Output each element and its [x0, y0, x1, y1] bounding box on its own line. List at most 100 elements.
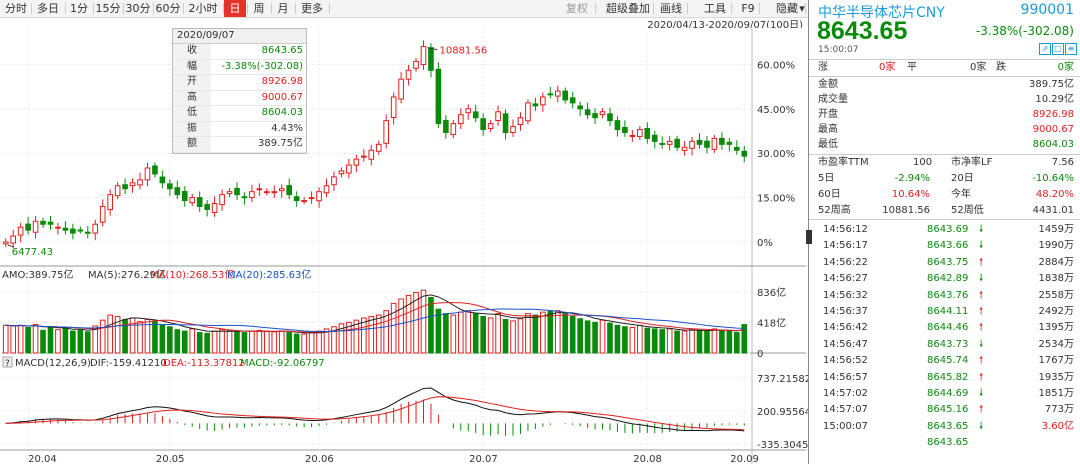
candle-body[interactable] — [122, 184, 128, 190]
candle-body[interactable] — [704, 140, 710, 148]
candle-body[interactable] — [711, 137, 718, 150]
candle-body[interactable] — [92, 223, 99, 234]
candle-body[interactable] — [637, 129, 643, 137]
candle-body[interactable] — [308, 197, 315, 200]
candle-body[interactable] — [159, 176, 166, 184]
candle-body[interactable] — [644, 127, 651, 139]
tool-1[interactable]: 超级叠加 — [606, 2, 650, 15]
candle-body[interactable] — [167, 183, 173, 190]
candle-body[interactable] — [465, 108, 472, 114]
candle-body[interactable] — [517, 117, 524, 125]
period-4[interactable]: 30分 — [125, 2, 151, 15]
candle-body[interactable] — [181, 191, 188, 202]
candle-body[interactable] — [428, 47, 434, 71]
candle-body[interactable] — [62, 227, 69, 231]
candle-body[interactable] — [413, 60, 419, 69]
candle-body[interactable] — [659, 142, 666, 145]
candle-body[interactable] — [480, 118, 486, 131]
candle-body[interactable] — [674, 138, 680, 148]
candle-body[interactable] — [286, 185, 293, 196]
candle-body[interactable] — [450, 123, 457, 136]
candle-body[interactable] — [204, 203, 210, 210]
candle-body[interactable] — [629, 134, 636, 137]
candle-body[interactable] — [84, 231, 91, 234]
candle-body[interactable] — [331, 176, 337, 186]
candle-body[interactable] — [681, 146, 688, 151]
candle-body[interactable] — [457, 114, 464, 125]
candle-body[interactable] — [338, 170, 345, 175]
expand-icon[interactable]: □ — [1052, 43, 1064, 55]
period-5[interactable]: 60分 — [155, 2, 181, 15]
candle-body[interactable] — [271, 191, 278, 194]
candle-body[interactable] — [226, 191, 233, 195]
date-range[interactable]: 2020/04/13-2020/09/07(100日) — [647, 20, 803, 31]
candle-body[interactable] — [398, 78, 404, 100]
tool-4[interactable]: F9 — [741, 2, 755, 15]
candle-body[interactable] — [17, 226, 24, 236]
candle-body[interactable] — [733, 146, 740, 151]
candle-body[interactable] — [577, 105, 583, 110]
candle-body[interactable] — [584, 109, 591, 116]
menu-icon[interactable]: ≡ — [1065, 43, 1077, 55]
candle-body[interactable] — [360, 155, 367, 158]
candle-body[interactable] — [219, 194, 225, 206]
tool-5[interactable]: 隐藏 — [776, 2, 798, 15]
candle-body[interactable] — [47, 221, 54, 225]
candle-body[interactable] — [719, 137, 725, 145]
period-0[interactable]: 分时 — [5, 2, 27, 15]
candle-body[interactable] — [2, 241, 9, 245]
candle-body[interactable] — [174, 187, 181, 196]
candle-body[interactable] — [316, 191, 322, 202]
candle-body[interactable] — [346, 164, 352, 174]
candle-body[interactable] — [525, 102, 531, 122]
candle-body[interactable] — [144, 167, 151, 181]
help-icon[interactable] — [2, 356, 13, 368]
candle-body[interactable] — [666, 140, 673, 145]
candle-body[interactable] — [77, 229, 84, 232]
candle-body[interactable] — [562, 90, 569, 101]
candle-body[interactable] — [607, 113, 613, 122]
candle-body[interactable] — [211, 203, 218, 214]
tool-3[interactable]: 工具 — [704, 2, 726, 15]
candle-body[interactable] — [129, 182, 136, 187]
candle-body[interactable] — [70, 228, 76, 234]
candle-body[interactable] — [241, 196, 248, 199]
period-3[interactable]: 15分 — [95, 2, 121, 15]
candle-body[interactable] — [353, 158, 360, 166]
candle-body[interactable] — [651, 134, 658, 142]
candle-body[interactable] — [278, 188, 285, 192]
candle-body[interactable] — [472, 111, 479, 119]
candle-body[interactable] — [189, 197, 196, 204]
tool-0[interactable]: 复权 — [566, 2, 588, 15]
candle-body[interactable] — [383, 120, 390, 144]
candle-body[interactable] — [696, 139, 703, 145]
candle-body[interactable] — [435, 68, 442, 125]
candle-body[interactable] — [510, 126, 516, 133]
candle-body[interactable] — [390, 96, 397, 119]
period-6[interactable]: 2小时 — [188, 2, 218, 15]
candle-body[interactable] — [301, 200, 307, 203]
candle-body[interactable] — [592, 113, 598, 119]
period-2[interactable]: 1分 — [70, 2, 88, 15]
candle-body[interactable] — [405, 69, 412, 80]
candle-body[interactable] — [547, 93, 554, 96]
candle-body[interactable] — [196, 197, 203, 207]
collapse-handle[interactable] — [806, 230, 812, 244]
candle-body[interactable] — [614, 120, 621, 131]
candle-body[interactable] — [152, 165, 158, 175]
candle-body[interactable] — [741, 150, 748, 157]
candle-body[interactable] — [55, 226, 61, 229]
kline-chart[interactable]: 60.00% 45.00% 30.00% 15.00% 0% 10881.56 6477.4… — [0, 28, 808, 464]
candle-body[interactable] — [502, 113, 509, 133]
candle-body[interactable] — [420, 46, 427, 66]
candle-body[interactable] — [107, 194, 113, 211]
candle-body[interactable] — [540, 96, 546, 106]
candle-body[interactable] — [40, 220, 46, 225]
candle-body[interactable] — [32, 220, 39, 233]
candle-body[interactable] — [495, 111, 501, 121]
candle-body[interactable] — [234, 188, 240, 196]
candle-body[interactable] — [25, 223, 31, 231]
triangle-down-icon[interactable]: ▾ — [799, 2, 805, 15]
candle-body[interactable] — [264, 191, 270, 194]
candle-body[interactable] — [323, 185, 330, 194]
